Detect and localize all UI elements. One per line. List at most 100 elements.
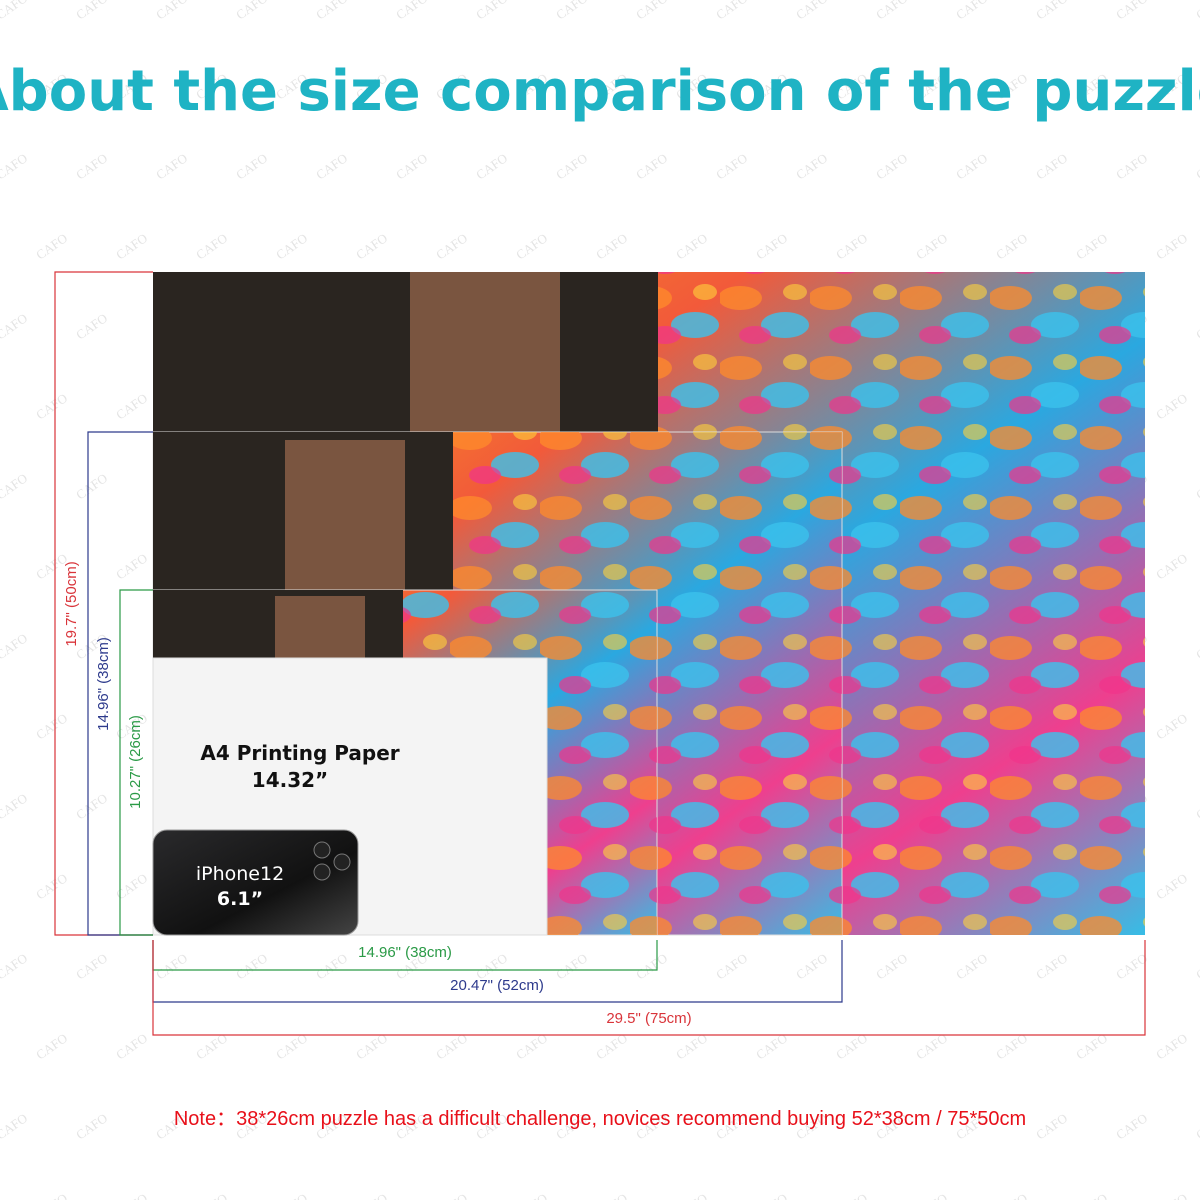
watermark: CAFO [73,1110,110,1142]
watermark: CAFO [33,390,70,422]
medium-width: 20.47" (52cm) [450,977,544,994]
watermark: CAFO [153,150,190,182]
watermark: CAFO [1193,630,1200,662]
watermark: CAFO [1033,0,1070,22]
watermark: CAFO [393,0,430,22]
watermark: CAFO [393,150,430,182]
watermark: CAFO [0,950,30,982]
watermark: CAFO [793,150,830,182]
watermark: CAFO [73,950,110,982]
watermark: CAFO [233,150,270,182]
watermark: CAFO [113,870,150,902]
phone-size: 6.1” [217,888,263,910]
watermark: CAFO [1033,1110,1070,1142]
small-height: 10.27" (26cm) [127,715,144,809]
watermark: CAFO [0,0,30,22]
watermark: CAFO [713,0,750,22]
watermark: CAFO [73,150,110,182]
watermark: CAFO [593,1190,630,1200]
watermark: CAFO [33,1190,70,1200]
watermark: CAFO [1153,550,1190,582]
watermark: CAFO [993,1190,1030,1200]
watermark: CAFO [1153,1190,1190,1200]
watermark: CAFO [73,790,110,822]
watermark: CAFO [1033,950,1070,982]
watermark: CAFO [353,230,390,262]
watermark: CAFO [1193,150,1200,182]
watermark: CAFO [233,0,270,22]
watermark: CAFO [1153,870,1190,902]
watermark: CAFO [833,230,870,262]
large-height: 19.7" (50cm) [63,561,80,646]
watermark: CAFO [73,310,110,342]
watermark: CAFO [1193,470,1200,502]
watermark: CAFO [873,950,910,982]
watermark: CAFO [33,230,70,262]
watermark: CAFO [713,950,750,982]
medium-height: 14.96" (38cm) [95,637,112,731]
watermark: CAFO [473,150,510,182]
watermark: CAFO [1193,1110,1200,1142]
watermark: CAFO [953,150,990,182]
watermark: CAFO [113,1190,150,1200]
watermark: CAFO [313,150,350,182]
watermark: CAFO [1113,150,1150,182]
watermark: CAFO [0,790,30,822]
watermark: CAFO [1193,950,1200,982]
watermark: CAFO [913,230,950,262]
watermark: CAFO [553,950,590,982]
watermark: CAFO [313,0,350,22]
watermark: CAFO [1153,230,1190,262]
vertical-dimensions [54,271,153,936]
watermark: CAFO [513,1190,550,1200]
watermark: CAFO [73,0,110,22]
large-width: 29.5" (75cm) [606,1010,691,1027]
phone-label: iPhone12 [196,863,284,885]
horizontal-dimensions [152,940,1146,1036]
watermark: CAFO [113,1030,150,1062]
watermark: CAFO [193,1190,230,1200]
watermark: CAFO [753,1190,790,1200]
watermark: CAFO [553,0,590,22]
watermark: CAFO [1033,150,1070,182]
watermark: CAFO [33,710,70,742]
watermark: CAFO [1193,0,1200,22]
watermark: CAFO [153,950,190,982]
watermark: CAFO [313,950,350,982]
watermark: CAFO [273,230,310,262]
watermark: CAFO [193,230,230,262]
watermark: CAFO [433,230,470,262]
watermark: CAFO [873,150,910,182]
watermark: CAFO [793,0,830,22]
watermark: CAFO [1073,230,1110,262]
watermark: CAFO [153,0,190,22]
watermark: CAFO [713,150,750,182]
watermark: CAFO [593,230,630,262]
watermark: CAFO [673,1190,710,1200]
watermark: CAFO [0,630,30,662]
watermark: CAFO [1153,710,1190,742]
watermark: CAFO [953,950,990,982]
watermark: CAFO [1193,790,1200,822]
watermark: CAFO [993,230,1030,262]
watermark: CAFO [433,1190,470,1200]
watermark: CAFO [0,150,30,182]
watermark: CAFO [0,1110,30,1142]
watermark: CAFO [113,550,150,582]
watermark: CAFO [473,0,510,22]
watermark: CAFO [633,950,670,982]
watermark: CAFO [113,390,150,422]
watermark: CAFO [1113,0,1150,22]
iphone: iPhone12 6.1” [152,829,359,936]
watermark: CAFO [1193,310,1200,342]
watermark: CAFO [793,950,830,982]
watermark: CAFO [0,470,30,502]
watermark: CAFO [953,0,990,22]
paper-size: 14.32” [252,768,328,792]
watermark: CAFO [673,230,710,262]
watermark: CAFO [633,0,670,22]
watermark: CAFO [553,150,590,182]
watermark: CAFO [1113,1110,1150,1142]
paper-label: A4 Printing Paper [200,741,399,765]
